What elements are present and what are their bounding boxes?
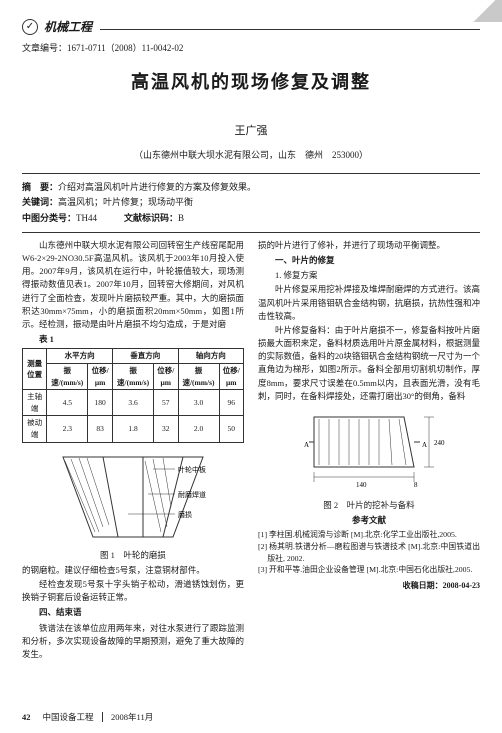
r1c1: 83: [88, 416, 113, 442]
section-label: 机械工程: [44, 18, 92, 35]
keywords-text: 高温风机；叶片修复；现场动平衡: [58, 197, 193, 207]
right-p3: 叶片修复备料：由于叶片磨损不一，修复备料按叶片磨损最大面积来定，备料材质选用叶片…: [258, 324, 480, 403]
r1c5: 50: [219, 416, 244, 442]
table1-label: 表 1: [22, 333, 244, 346]
th-col-0: 水平方向: [47, 349, 113, 364]
article-number: 文章编号：1671-0711（2008）11-0042-02: [22, 41, 480, 54]
article-number-label: 文章编号：: [22, 43, 67, 53]
reference-item: [2] 杨其明.铁谱分析—磨粒图谱与铁谱技术 [M].北京:中国铁道出版社, 2…: [267, 541, 480, 564]
figure-1: 叶轮中板 耐磨焊道 磨损 图 1 叶轮的磨损: [22, 447, 244, 562]
journal-name: 中国设备工程: [43, 711, 94, 723]
fig1-label-wear: 磨损: [178, 510, 192, 519]
th-sub-5: 位移/μm: [219, 363, 244, 389]
th-measure-pos: 测量位置: [23, 349, 47, 390]
th-sub-3: 位移/μm: [154, 363, 178, 389]
clc-label: 中图分类号：: [22, 213, 76, 223]
table-row: 主轴端 4.5 180 3.6 57 3.0 96: [23, 390, 244, 416]
table-header-row-1: 测量位置 水平方向 垂直方向 轴向方向: [23, 349, 244, 364]
clc-row: 中图分类号：TH44 文献标识码：B: [22, 211, 480, 226]
received-date: 收稿日期：2008-04-23: [258, 580, 480, 592]
right-p1: 损的叶片进行了修补，并进行了现场动平衡调整。: [258, 239, 480, 252]
received-value: 2008-04-23: [443, 581, 480, 590]
heading-4: 四、结束语: [22, 606, 244, 619]
doccode-label: 文献标识码：: [124, 213, 178, 223]
r0-label: 主轴端: [23, 390, 47, 416]
page-footer: 42 中国设备工程 2008年11月: [22, 711, 480, 723]
abstract-row: 摘 要：介绍对高温风机叶片进行修复的方案及修复效果。: [22, 180, 480, 195]
r0c2: 3.6: [113, 390, 154, 416]
footer-divider: [102, 712, 104, 722]
r1c4: 2.0: [178, 416, 219, 442]
th-sub-0: 振速/(mm/s): [47, 363, 88, 389]
left-p-after-fig: 的钢磨粒。建议仔细检查5号泵，注意铜材部件。: [22, 564, 244, 577]
keywords-row: 关键词：高温风机；叶片修复；现场动平衡: [22, 195, 480, 210]
abstract-text: 介绍对高温风机叶片进行修复的方案及修复效果。: [58, 182, 256, 192]
article-title: 高温风机的现场修复及调整: [22, 68, 480, 94]
r0c0: 4.5: [47, 390, 88, 416]
r0c4: 3.0: [178, 390, 219, 416]
abstract-label: 摘 要：: [22, 182, 58, 192]
page-number: 42: [22, 712, 31, 722]
r1c2: 1.8: [113, 416, 154, 442]
author-name: 王广强: [22, 122, 480, 138]
section-icon: ✓: [22, 19, 38, 35]
right-p2: 叶片修复采用挖补焊接及堆焊耐磨焊的方式进行。该高温风机叶片采用铬钼矾合金结构钢，…: [258, 283, 480, 323]
right-column: 损的叶片进行了修补，并进行了现场动平衡调整。 一、叶片的修复 1. 修复方案 叶…: [258, 239, 480, 662]
page-container: ✓ 机械工程 文章编号：1671-0711（2008）11-0042-02 高温…: [0, 0, 502, 674]
issue-date: 2008年11月: [111, 711, 153, 723]
fig1-label-wheel: 叶轮中板: [178, 465, 206, 474]
header-rule: [100, 29, 480, 31]
fig1-label-weld: 耐磨焊道: [178, 490, 206, 499]
fig2-dim-w1: 140: [356, 481, 367, 489]
received-label: 收稿日期：: [403, 581, 443, 590]
meta-block: 摘 要：介绍对高温风机叶片进行修复的方案及修复效果。 关键词：高温风机；叶片修复…: [22, 173, 480, 233]
figure-1-svg: 叶轮中板 耐磨焊道 磨损: [43, 447, 223, 547]
figure-2-svg: A A 140 240 8: [284, 407, 454, 497]
clc-text: TH44: [76, 213, 97, 223]
th-sub-1: 位移/μm: [88, 363, 113, 389]
section-header: ✓ 机械工程: [22, 18, 480, 35]
r0c5: 96: [219, 390, 244, 416]
figure-1-caption: 图 1 叶轮的磨损: [22, 549, 244, 562]
th-col-2: 轴向方向: [178, 349, 244, 364]
heading-1-1: 1. 修复方案: [258, 269, 480, 282]
table-row: 被动端 2.3 83 1.8 32 2.0 50: [23, 416, 244, 442]
body-columns: 山东德州中联大坝水泥有限公司回转窑生产线窑尾配用W6-2×29-2NO30.5F…: [22, 239, 480, 662]
r1-label: 被动端: [23, 416, 47, 442]
left-p-after-fig2: 经检查发现5号泵十字头销子松动，滑道锈蚀划伤，更换销子铜套后设备运转正常。: [22, 578, 244, 604]
affiliation: （山东德州中联大坝水泥有限公司，山东 德州 253000）: [22, 148, 480, 161]
vibration-table: 测量位置 水平方向 垂直方向 轴向方向 振速/(mm/s) 位移/μm 振速/(…: [22, 348, 244, 442]
doccode-text: B: [178, 213, 184, 223]
fig2-dim-h: 240: [434, 439, 445, 447]
left-conclusion: 铁谱法在该单位应用两年来，对往水泵进行了跟踪监测和分析，多次实现设备故障的早期预…: [22, 622, 244, 662]
reference-item: [3] 开和平等.油田企业设备管理 [M].北京:中国石化出版社,2005.: [267, 564, 480, 576]
table-header-row-2: 振速/(mm/s) 位移/μm 振速/(mm/s) 位移/μm 振速/(mm/s…: [23, 363, 244, 389]
r1c3: 32: [154, 416, 178, 442]
references-heading: 参考文献: [258, 514, 480, 527]
th-sub-4: 振速/(mm/s): [178, 363, 219, 389]
r0c3: 57: [154, 390, 178, 416]
fig2-dim-w2: 8: [414, 481, 418, 489]
left-p1: 山东德州中联大坝水泥有限公司回转窑生产线窑尾配用W6-2×29-2NO30.5F…: [22, 239, 244, 331]
reference-item: [1] 李柱国.机械润滑与诊断 [M].北京:化学工业出版社,2005.: [267, 529, 480, 541]
th-col-1: 垂直方向: [113, 349, 178, 364]
heading-1: 一、叶片的修复: [258, 254, 480, 267]
figure-2: A A 140 240 8 图 2 叶片的挖补与备料: [258, 407, 480, 512]
r1c0: 2.3: [47, 416, 88, 442]
page-corner-fold: [468, 0, 502, 22]
left-column: 山东德州中联大坝水泥有限公司回转窑生产线窑尾配用W6-2×29-2NO30.5F…: [22, 239, 244, 662]
r0c1: 180: [88, 390, 113, 416]
svg-text:A: A: [304, 441, 309, 449]
keywords-label: 关键词：: [22, 197, 58, 207]
figure-2-caption: 图 2 叶片的挖补与备料: [258, 499, 480, 512]
th-sub-2: 振速/(mm/s): [113, 363, 154, 389]
article-number-value: 1671-0711（2008）11-0042-02: [67, 43, 183, 53]
svg-text:A: A: [422, 441, 427, 449]
